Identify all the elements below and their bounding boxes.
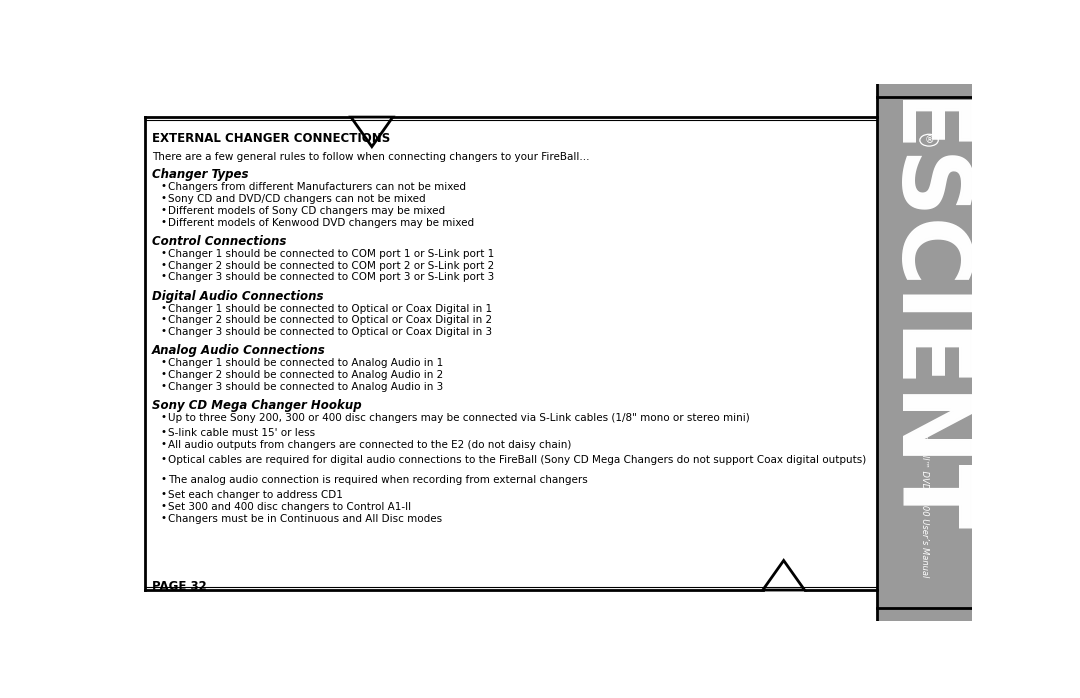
Text: ®: ®	[924, 135, 934, 145]
Polygon shape	[762, 560, 805, 590]
Text: Set each changer to address CD1: Set each changer to address CD1	[168, 490, 343, 500]
Text: Changer 1 should be connected to Analog Audio in 1: Changer 1 should be connected to Analog …	[168, 358, 444, 369]
Text: Changer 2 should be connected to Optical or Coax Digital in 2: Changer 2 should be connected to Optical…	[168, 315, 492, 325]
Text: Sony CD and DVD/CD changers can not be mixed: Sony CD and DVD/CD changers can not be m…	[168, 194, 427, 204]
Text: Analog Audio Connections: Analog Audio Connections	[151, 344, 325, 357]
Text: Changers from different Manufacturers can not be mixed: Changers from different Manufacturers ca…	[168, 182, 467, 192]
Text: Changer 3 should be connected to Optical or Coax Digital in 3: Changer 3 should be connected to Optical…	[168, 327, 492, 337]
Text: Optical cables are required for digital audio connections to the FireBall (Sony : Optical cables are required for digital …	[168, 455, 867, 465]
Text: Different models of Kenwood DVD changers may be mixed: Different models of Kenwood DVD changers…	[168, 218, 474, 228]
Text: •: •	[160, 326, 166, 336]
Text: •: •	[160, 412, 166, 422]
Text: •: •	[160, 216, 166, 227]
Text: •: •	[160, 501, 166, 511]
Text: •: •	[160, 427, 166, 437]
Text: ESCIENT: ESCIENT	[874, 92, 966, 537]
Text: •: •	[160, 193, 166, 203]
Text: •: •	[160, 302, 166, 313]
Text: Digital Audio Connections: Digital Audio Connections	[151, 290, 323, 303]
Text: •: •	[160, 369, 166, 379]
Text: PAGE 32: PAGE 32	[151, 580, 206, 593]
Text: •: •	[160, 260, 166, 269]
Polygon shape	[351, 117, 393, 147]
Text: Changer 2 should be connected to Analog Audio in 2: Changer 2 should be connected to Analog …	[168, 370, 444, 380]
Text: The analog audio connection is required when recording from external changers: The analog audio connection is required …	[168, 475, 589, 485]
Text: All audio outputs from changers are connected to the E2 (do not daisy chain): All audio outputs from changers are conn…	[168, 440, 571, 450]
Text: Changer 3 should be connected to Analog Audio in 3: Changer 3 should be connected to Analog …	[168, 382, 444, 392]
Text: •: •	[160, 314, 166, 325]
Text: •: •	[160, 181, 166, 191]
Text: S-link cable must 15' or less: S-link cable must 15' or less	[168, 429, 315, 438]
Text: Changer 2 should be connected to COM port 2 or S-Link port 2: Changer 2 should be connected to COM por…	[168, 260, 495, 271]
Text: Up to three Sony 200, 300 or 400 disc changers may be connected via S-Link cable: Up to three Sony 200, 300 or 400 disc ch…	[168, 413, 751, 423]
Text: •: •	[160, 248, 166, 258]
Text: •: •	[160, 205, 166, 215]
Text: •: •	[160, 489, 166, 499]
Text: Changer 3 should be connected to COM port 3 or S-Link port 3: Changer 3 should be connected to COM por…	[168, 272, 495, 283]
Text: Changer Types: Changer Types	[151, 168, 248, 181]
Text: Changers must be in Continuous and All Disc modes: Changers must be in Continuous and All D…	[168, 514, 443, 524]
Text: There are a few general rules to follow when connecting changers to your FireBal: There are a few general rules to follow …	[151, 152, 590, 162]
Text: •: •	[160, 454, 166, 464]
Text: •: •	[160, 474, 166, 484]
Text: Sony CD Mega Changer Hookup: Sony CD Mega Changer Hookup	[151, 399, 362, 413]
Text: Control Connections: Control Connections	[151, 235, 286, 248]
Text: Changer 1 should be connected to COM port 1 or S-Link port 1: Changer 1 should be connected to COM por…	[168, 248, 495, 259]
Text: Set 300 and 400 disc changers to Control A1-II: Set 300 and 400 disc changers to Control…	[168, 502, 411, 512]
Text: •: •	[160, 381, 166, 391]
Text: •: •	[160, 357, 166, 367]
Text: Different models of Sony CD changers may be mixed: Different models of Sony CD changers may…	[168, 206, 446, 216]
Text: FireBall™ DVDM-300 User’s Manual: FireBall™ DVDM-300 User’s Manual	[920, 429, 929, 578]
Text: •: •	[160, 512, 166, 523]
Text: •: •	[160, 272, 166, 281]
Bar	[877, 84, 972, 621]
Text: Changer 1 should be connected to Optical or Coax Digital in 1: Changer 1 should be connected to Optical…	[168, 304, 492, 313]
Text: EXTERNAL CHANGER CONNECTIONS: EXTERNAL CHANGER CONNECTIONS	[151, 132, 390, 145]
Text: •: •	[160, 439, 166, 449]
